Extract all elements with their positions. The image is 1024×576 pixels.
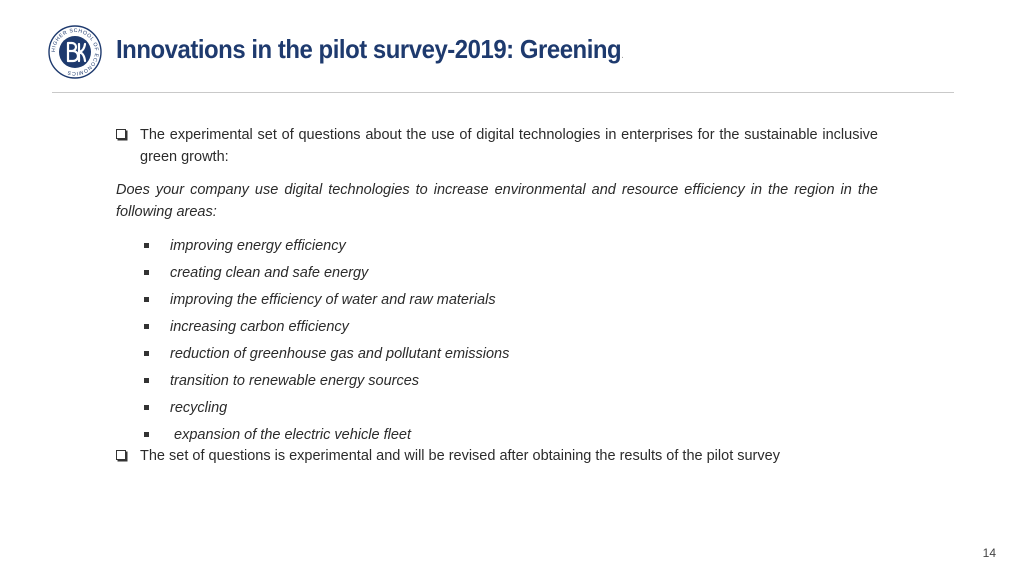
hse-logo: HIGHER SCHOOL OF ECONOMICS	[48, 25, 102, 79]
square-bullet-icon	[144, 378, 149, 383]
header-divider	[52, 92, 954, 93]
list-item: expansion of the electric vehicle fleet	[116, 424, 878, 451]
list-item-text: transition to renewable energy sources	[170, 373, 420, 389]
square-bullet-icon	[144, 351, 149, 356]
list-item: transition to renewable energy sources	[116, 370, 878, 397]
square-bullet-icon	[144, 243, 149, 248]
title-suffix: .	[621, 50, 624, 61]
list-item-text: reduction of greenhouse gas and pollutan…	[170, 346, 510, 362]
list-item: increasing carbon efficiency	[116, 316, 878, 343]
square-bullet-icon	[144, 405, 149, 410]
list-item: improving the efficiency of water and ra…	[116, 289, 878, 316]
list-item-text: expansion of the electric vehicle fleet	[170, 427, 411, 443]
areas-list: improving energy efficiency creating cle…	[116, 235, 878, 451]
list-item-text: improving energy efficiency	[170, 238, 346, 254]
square-bullet-icon	[144, 432, 149, 437]
page-title: Innovations in the pilot survey-2019: Gr…	[116, 34, 624, 65]
question-text: Does your company use digital technologi…	[116, 182, 878, 220]
list-item-text: improving the efficiency of water and ra…	[170, 292, 496, 308]
list-item-text: increasing carbon efficiency	[170, 319, 349, 335]
list-item-text: creating clean and safe energy	[170, 265, 369, 281]
note-text: The set of questions is experimental and…	[140, 448, 780, 464]
square-bullet-icon	[144, 324, 149, 329]
list-item: reduction of greenhouse gas and pollutan…	[116, 343, 878, 370]
square-bullet-icon	[144, 297, 149, 302]
list-item: recycling	[116, 397, 878, 424]
list-item-text: recycling	[170, 400, 228, 416]
list-item: improving energy efficiency	[116, 235, 878, 262]
question: Does your company use digital technologi…	[116, 179, 878, 223]
list-item: creating clean and safe energy	[116, 262, 878, 289]
page-title-text: Innovations in the pilot survey-2019: Gr…	[116, 34, 622, 64]
checkbox-bullet-icon	[116, 129, 126, 139]
note-item: The set of questions is experimental and…	[116, 445, 878, 467]
intro-item: The experimental set of questions about …	[116, 124, 878, 168]
checkbox-bullet-icon	[116, 450, 126, 460]
square-bullet-icon	[144, 270, 149, 275]
slide-content: The experimental set of questions about …	[116, 124, 878, 467]
page-number: 14	[982, 546, 996, 560]
intro-text: The experimental set of questions about …	[140, 127, 878, 165]
